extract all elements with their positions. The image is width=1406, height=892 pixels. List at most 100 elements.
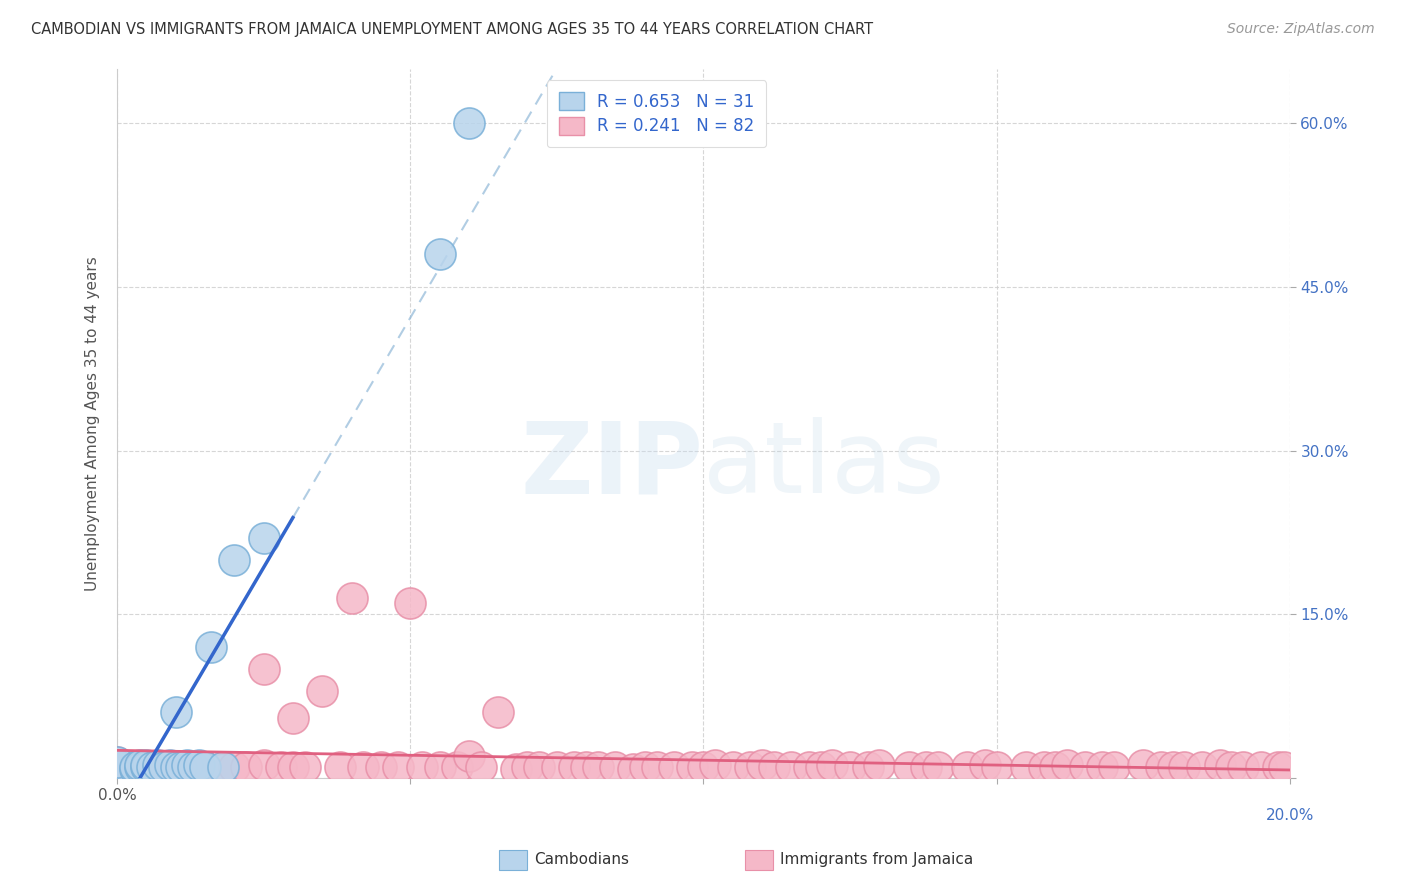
Point — [740, 760, 762, 774]
Point — [105, 762, 128, 776]
Point — [329, 760, 352, 774]
Point — [1191, 760, 1213, 774]
Point — [159, 757, 181, 772]
Point — [1032, 760, 1054, 774]
Point — [1045, 760, 1067, 774]
Point — [129, 760, 152, 774]
Point — [105, 764, 128, 779]
Text: Cambodians: Cambodians — [534, 853, 630, 867]
Point — [294, 760, 316, 774]
Point — [586, 760, 609, 774]
Point — [986, 760, 1008, 774]
Point — [352, 760, 374, 774]
Point — [692, 760, 714, 774]
Point — [516, 760, 538, 774]
Point — [176, 762, 198, 776]
Point — [1208, 757, 1230, 772]
Point — [129, 757, 152, 772]
Point — [529, 760, 551, 774]
Point — [429, 760, 451, 774]
Point — [135, 760, 157, 774]
Point — [211, 760, 233, 774]
Text: atlas: atlas — [703, 417, 945, 515]
Point — [411, 760, 433, 774]
Point — [1232, 760, 1254, 774]
Point — [281, 711, 304, 725]
Point — [575, 760, 598, 774]
Point — [1272, 760, 1295, 774]
Point — [470, 760, 492, 774]
Point — [1150, 760, 1173, 774]
Point — [634, 760, 657, 774]
Point — [141, 760, 163, 774]
Point — [153, 762, 176, 776]
Point — [105, 757, 128, 772]
Point — [662, 760, 685, 774]
Point — [340, 591, 363, 605]
Point — [605, 760, 627, 774]
Y-axis label: Unemployment Among Ages 35 to 44 years: Unemployment Among Ages 35 to 44 years — [86, 256, 100, 591]
Point — [974, 757, 997, 772]
Point — [457, 749, 479, 764]
Point — [704, 757, 727, 772]
Point — [1091, 760, 1114, 774]
Point — [1161, 760, 1184, 774]
Point — [927, 760, 949, 774]
Point — [105, 765, 128, 780]
Point — [176, 757, 198, 772]
Point — [387, 760, 409, 774]
Point — [224, 552, 246, 566]
Point — [311, 683, 333, 698]
Point — [1102, 760, 1125, 774]
Point — [915, 760, 938, 774]
Point — [146, 757, 169, 772]
Point — [281, 760, 304, 774]
Point — [457, 116, 479, 130]
Point — [370, 760, 392, 774]
Point — [645, 760, 668, 774]
Point — [721, 760, 744, 774]
Point — [751, 757, 773, 772]
Point — [188, 757, 211, 772]
Point — [153, 760, 176, 774]
Text: CAMBODIAN VS IMMIGRANTS FROM JAMAICA UNEMPLOYMENT AMONG AGES 35 TO 44 YEARS CORR: CAMBODIAN VS IMMIGRANTS FROM JAMAICA UNE… — [31, 22, 873, 37]
Point — [194, 760, 217, 774]
Point — [797, 760, 820, 774]
Point — [1250, 760, 1272, 774]
Point — [429, 247, 451, 261]
Point — [124, 760, 146, 774]
Point — [165, 760, 187, 774]
Point — [105, 760, 128, 774]
Point — [252, 662, 274, 676]
Point — [165, 706, 187, 720]
Point — [486, 706, 509, 720]
Point — [621, 762, 644, 776]
Point — [868, 757, 890, 772]
Point — [839, 760, 862, 774]
Point — [105, 765, 128, 780]
Point — [105, 760, 128, 774]
Point — [105, 765, 128, 780]
Point — [135, 757, 157, 772]
Point — [181, 760, 204, 774]
Point — [399, 596, 422, 610]
Text: ZIP: ZIP — [520, 417, 703, 515]
Point — [1220, 760, 1243, 774]
Point — [170, 760, 193, 774]
Legend: R = 0.653   N = 31, R = 0.241   N = 82: R = 0.653 N = 31, R = 0.241 N = 82 — [547, 80, 766, 147]
Point — [224, 760, 246, 774]
Point — [856, 760, 879, 774]
Point — [105, 760, 128, 774]
Point — [546, 760, 568, 774]
Point — [446, 760, 468, 774]
Text: Immigrants from Jamaica: Immigrants from Jamaica — [780, 853, 973, 867]
Text: Source: ZipAtlas.com: Source: ZipAtlas.com — [1227, 22, 1375, 37]
Point — [821, 757, 844, 772]
Point — [105, 765, 128, 780]
Point — [105, 762, 128, 776]
Point — [505, 762, 527, 776]
Point — [194, 760, 217, 774]
Point — [211, 762, 233, 776]
Point — [200, 640, 222, 654]
Point — [897, 760, 920, 774]
